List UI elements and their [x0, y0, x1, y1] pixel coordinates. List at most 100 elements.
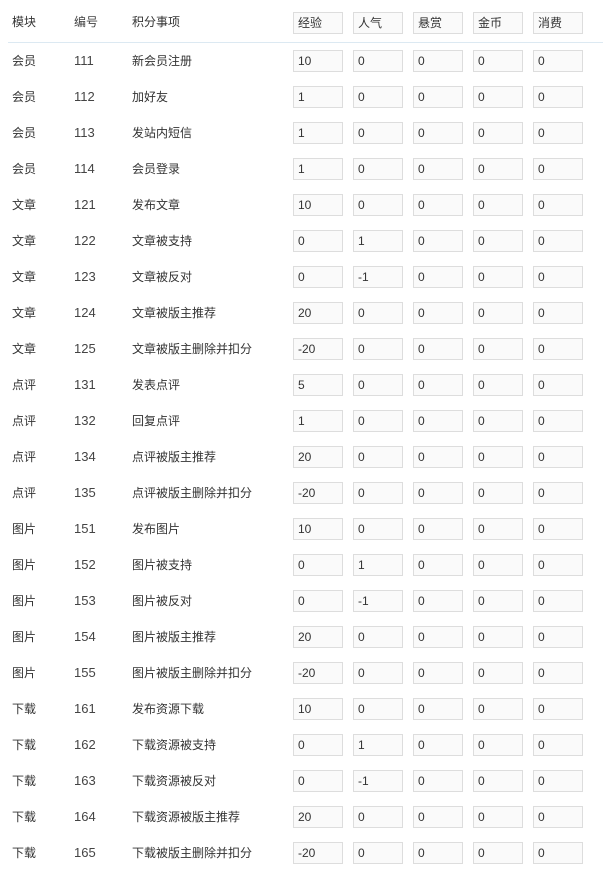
points-input-消费[interactable]: 0 — [533, 590, 583, 612]
points-input-金币[interactable]: 0 — [473, 158, 523, 180]
points-input-悬赏[interactable]: 0 — [413, 842, 463, 864]
points-input-消费[interactable]: 0 — [533, 518, 583, 540]
points-input-经验[interactable]: -20 — [293, 842, 343, 864]
points-input-人气[interactable]: 1 — [353, 734, 403, 756]
points-input-人气[interactable]: 0 — [353, 410, 403, 432]
points-input-经验[interactable]: 0 — [293, 734, 343, 756]
points-input-经验[interactable]: -20 — [293, 662, 343, 684]
points-input-悬赏[interactable]: 0 — [413, 626, 463, 648]
points-input-消费[interactable]: 0 — [533, 266, 583, 288]
points-input-悬赏[interactable]: 0 — [413, 590, 463, 612]
points-input-悬赏[interactable]: 0 — [413, 482, 463, 504]
points-input-金币[interactable]: 0 — [473, 302, 523, 324]
points-input-消费[interactable]: 0 — [533, 482, 583, 504]
points-input-金币[interactable]: 0 — [473, 86, 523, 108]
points-input-金币[interactable]: 0 — [473, 770, 523, 792]
points-input-人气[interactable]: 0 — [353, 122, 403, 144]
points-input-消费[interactable]: 0 — [533, 338, 583, 360]
points-input-人气[interactable]: -1 — [353, 590, 403, 612]
points-input-消费[interactable]: 0 — [533, 806, 583, 828]
points-input-悬赏[interactable]: 0 — [413, 734, 463, 756]
points-input-悬赏[interactable]: 0 — [413, 374, 463, 396]
points-input-消费[interactable]: 0 — [533, 194, 583, 216]
points-input-金币[interactable]: 0 — [473, 446, 523, 468]
points-input-消费[interactable]: 0 — [533, 374, 583, 396]
points-input-消费[interactable]: 0 — [533, 302, 583, 324]
points-input-悬赏[interactable]: 0 — [413, 806, 463, 828]
points-input-人气[interactable]: 1 — [353, 230, 403, 252]
points-input-消费[interactable]: 0 — [533, 86, 583, 108]
points-input-经验[interactable]: 10 — [293, 50, 343, 72]
points-input-消费[interactable]: 0 — [533, 50, 583, 72]
points-input-金币[interactable]: 0 — [473, 518, 523, 540]
points-input-消费[interactable]: 0 — [533, 158, 583, 180]
points-input-消费[interactable]: 0 — [533, 734, 583, 756]
points-input-悬赏[interactable]: 0 — [413, 302, 463, 324]
points-input-消费[interactable]: 0 — [533, 626, 583, 648]
points-input-人气[interactable]: 0 — [353, 194, 403, 216]
points-input-人气[interactable]: 0 — [353, 338, 403, 360]
points-input-经验[interactable]: -20 — [293, 338, 343, 360]
points-input-金币[interactable]: 0 — [473, 230, 523, 252]
points-input-悬赏[interactable]: 0 — [413, 410, 463, 432]
points-input-悬赏[interactable]: 0 — [413, 86, 463, 108]
points-input-消费[interactable]: 0 — [533, 410, 583, 432]
points-input-经验[interactable]: -20 — [293, 482, 343, 504]
points-input-悬赏[interactable]: 0 — [413, 446, 463, 468]
points-input-金币[interactable]: 0 — [473, 50, 523, 72]
points-input-经验[interactable]: 0 — [293, 554, 343, 576]
points-input-悬赏[interactable]: 0 — [413, 230, 463, 252]
points-input-消费[interactable]: 0 — [533, 122, 583, 144]
points-input-悬赏[interactable]: 0 — [413, 518, 463, 540]
points-input-经验[interactable]: 10 — [293, 194, 343, 216]
points-input-金币[interactable]: 0 — [473, 734, 523, 756]
points-input-金币[interactable]: 0 — [473, 482, 523, 504]
points-input-悬赏[interactable]: 0 — [413, 338, 463, 360]
points-input-人气[interactable]: 0 — [353, 626, 403, 648]
points-input-人气[interactable]: 0 — [353, 302, 403, 324]
points-input-经验[interactable]: 0 — [293, 590, 343, 612]
points-input-人气[interactable]: 1 — [353, 554, 403, 576]
points-input-悬赏[interactable]: 0 — [413, 554, 463, 576]
points-input-人气[interactable]: -1 — [353, 266, 403, 288]
points-input-经验[interactable]: 20 — [293, 302, 343, 324]
points-input-金币[interactable]: 0 — [473, 122, 523, 144]
points-input-金币[interactable]: 0 — [473, 842, 523, 864]
points-input-经验[interactable]: 20 — [293, 806, 343, 828]
points-input-经验[interactable]: 10 — [293, 518, 343, 540]
points-input-消费[interactable]: 0 — [533, 662, 583, 684]
points-input-人气[interactable]: 0 — [353, 374, 403, 396]
points-input-悬赏[interactable]: 0 — [413, 698, 463, 720]
points-input-人气[interactable]: 0 — [353, 662, 403, 684]
points-input-消费[interactable]: 0 — [533, 698, 583, 720]
points-input-悬赏[interactable]: 0 — [413, 50, 463, 72]
points-input-消费[interactable]: 0 — [533, 554, 583, 576]
points-input-悬赏[interactable]: 0 — [413, 266, 463, 288]
points-input-悬赏[interactable]: 0 — [413, 194, 463, 216]
points-input-消费[interactable]: 0 — [533, 770, 583, 792]
points-input-悬赏[interactable]: 0 — [413, 770, 463, 792]
points-input-经验[interactable]: 10 — [293, 698, 343, 720]
points-input-金币[interactable]: 0 — [473, 410, 523, 432]
points-input-经验[interactable]: 1 — [293, 410, 343, 432]
points-input-人气[interactable]: 0 — [353, 518, 403, 540]
points-input-人气[interactable]: 0 — [353, 806, 403, 828]
points-input-人气[interactable]: 0 — [353, 482, 403, 504]
points-input-金币[interactable]: 0 — [473, 662, 523, 684]
points-input-人气[interactable]: 0 — [353, 50, 403, 72]
points-input-经验[interactable]: 5 — [293, 374, 343, 396]
points-input-经验[interactable]: 1 — [293, 158, 343, 180]
points-input-悬赏[interactable]: 0 — [413, 662, 463, 684]
points-input-金币[interactable]: 0 — [473, 806, 523, 828]
points-input-悬赏[interactable]: 0 — [413, 158, 463, 180]
points-input-消费[interactable]: 0 — [533, 842, 583, 864]
points-input-消费[interactable]: 0 — [533, 230, 583, 252]
points-input-金币[interactable]: 0 — [473, 554, 523, 576]
points-input-金币[interactable]: 0 — [473, 698, 523, 720]
points-input-悬赏[interactable]: 0 — [413, 122, 463, 144]
points-input-经验[interactable]: 1 — [293, 86, 343, 108]
points-input-人气[interactable]: 0 — [353, 158, 403, 180]
points-input-经验[interactable]: 20 — [293, 626, 343, 648]
points-input-经验[interactable]: 0 — [293, 266, 343, 288]
points-input-人气[interactable]: 0 — [353, 446, 403, 468]
